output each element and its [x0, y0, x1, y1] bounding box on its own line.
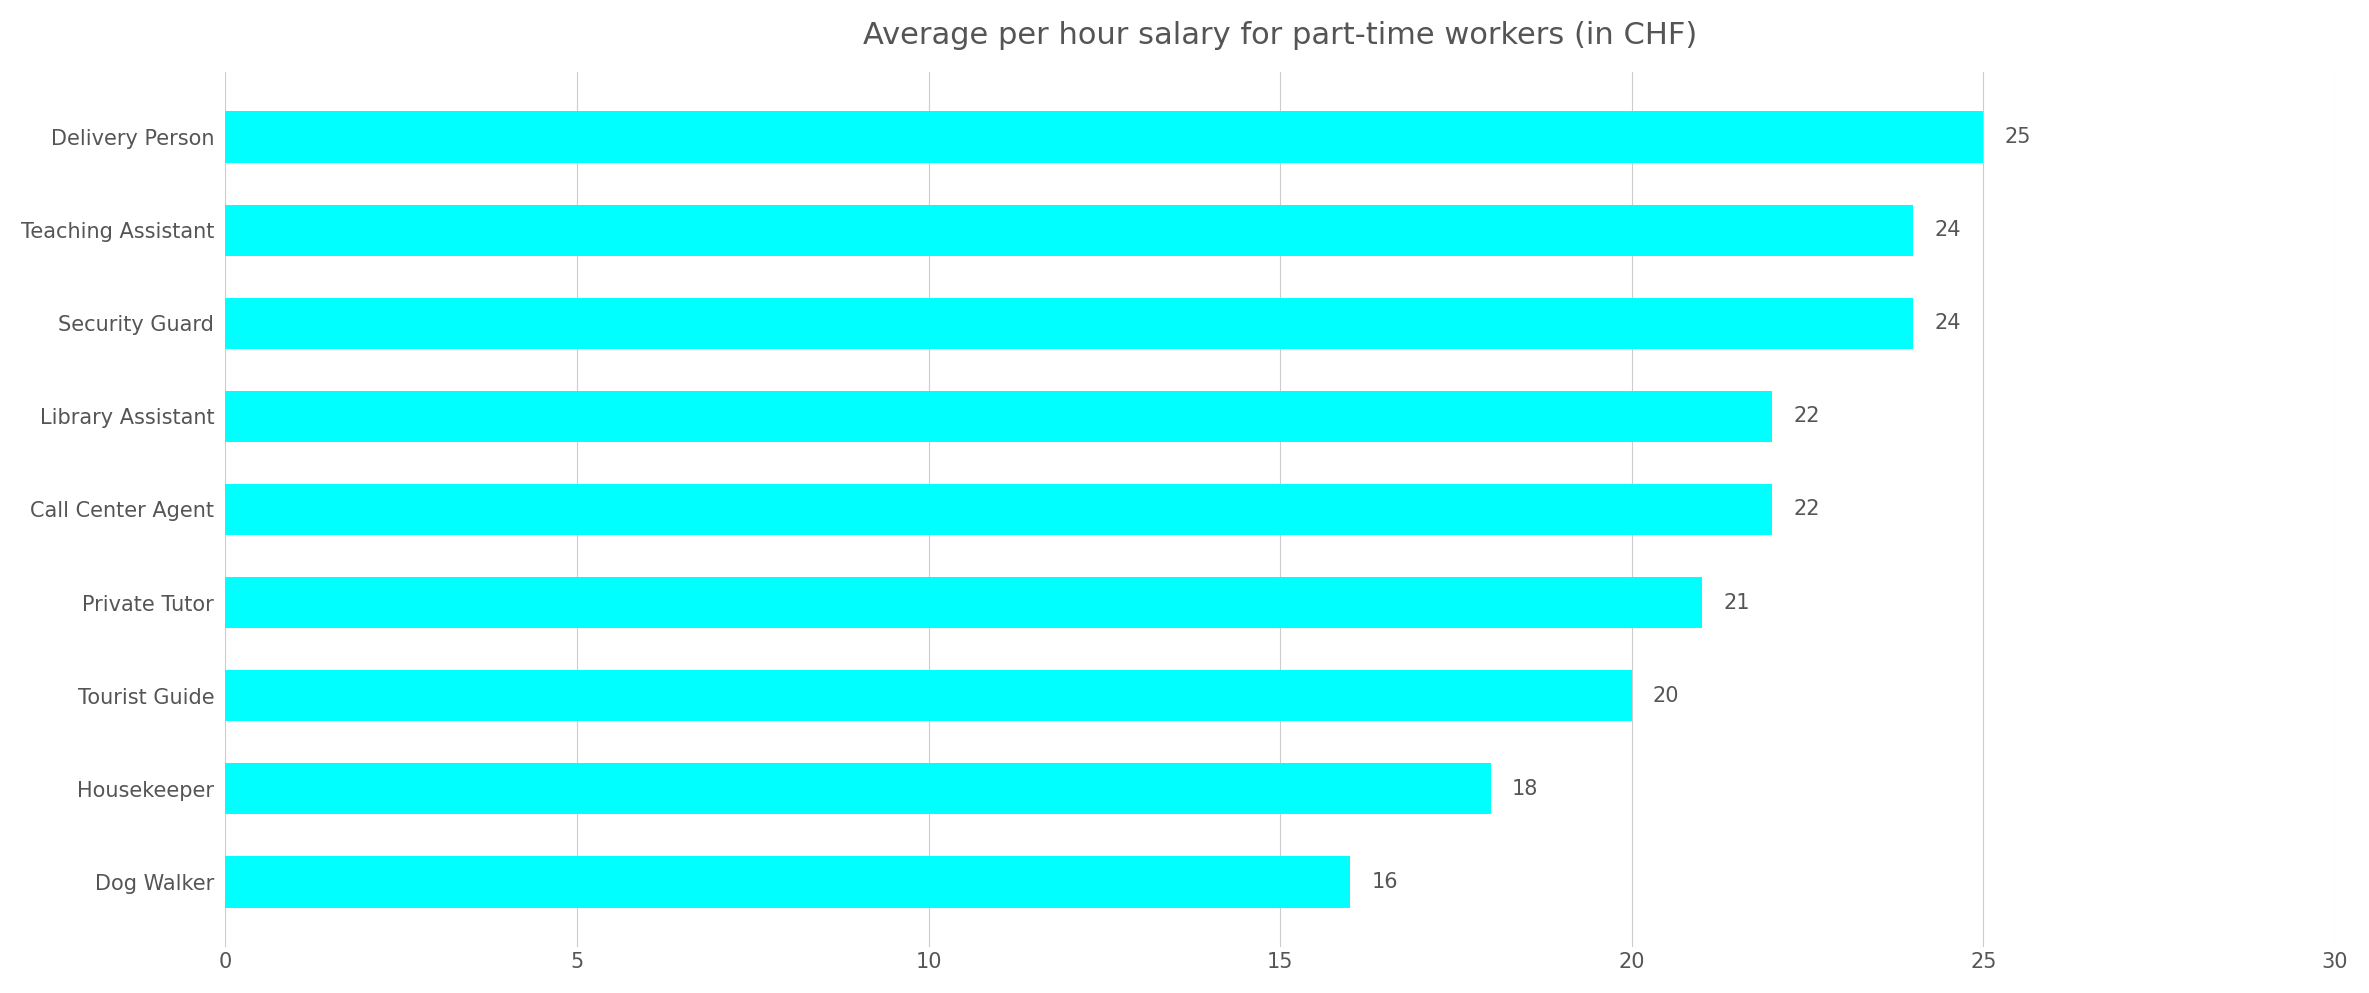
Bar [225, 764, 1490, 814]
Bar [225, 390, 1772, 442]
Title: Average per hour salary for part-time workers (in CHF): Average per hour salary for part-time wo… [862, 21, 1696, 50]
Bar [225, 111, 1983, 163]
Text: 22: 22 [1793, 406, 1819, 426]
Bar [225, 577, 1701, 629]
Bar [225, 205, 1914, 256]
Text: 16: 16 [1372, 872, 1398, 892]
Bar [225, 856, 1350, 908]
Text: 18: 18 [1511, 779, 1537, 798]
Text: 20: 20 [1654, 686, 1680, 706]
Text: 22: 22 [1793, 499, 1819, 519]
Bar [225, 484, 1772, 535]
Bar [225, 298, 1914, 349]
Bar [225, 670, 1632, 721]
Text: 25: 25 [2004, 127, 2030, 147]
Text: 21: 21 [1722, 593, 1751, 613]
Text: 24: 24 [1933, 220, 1962, 240]
Text: 24: 24 [1933, 313, 1962, 334]
